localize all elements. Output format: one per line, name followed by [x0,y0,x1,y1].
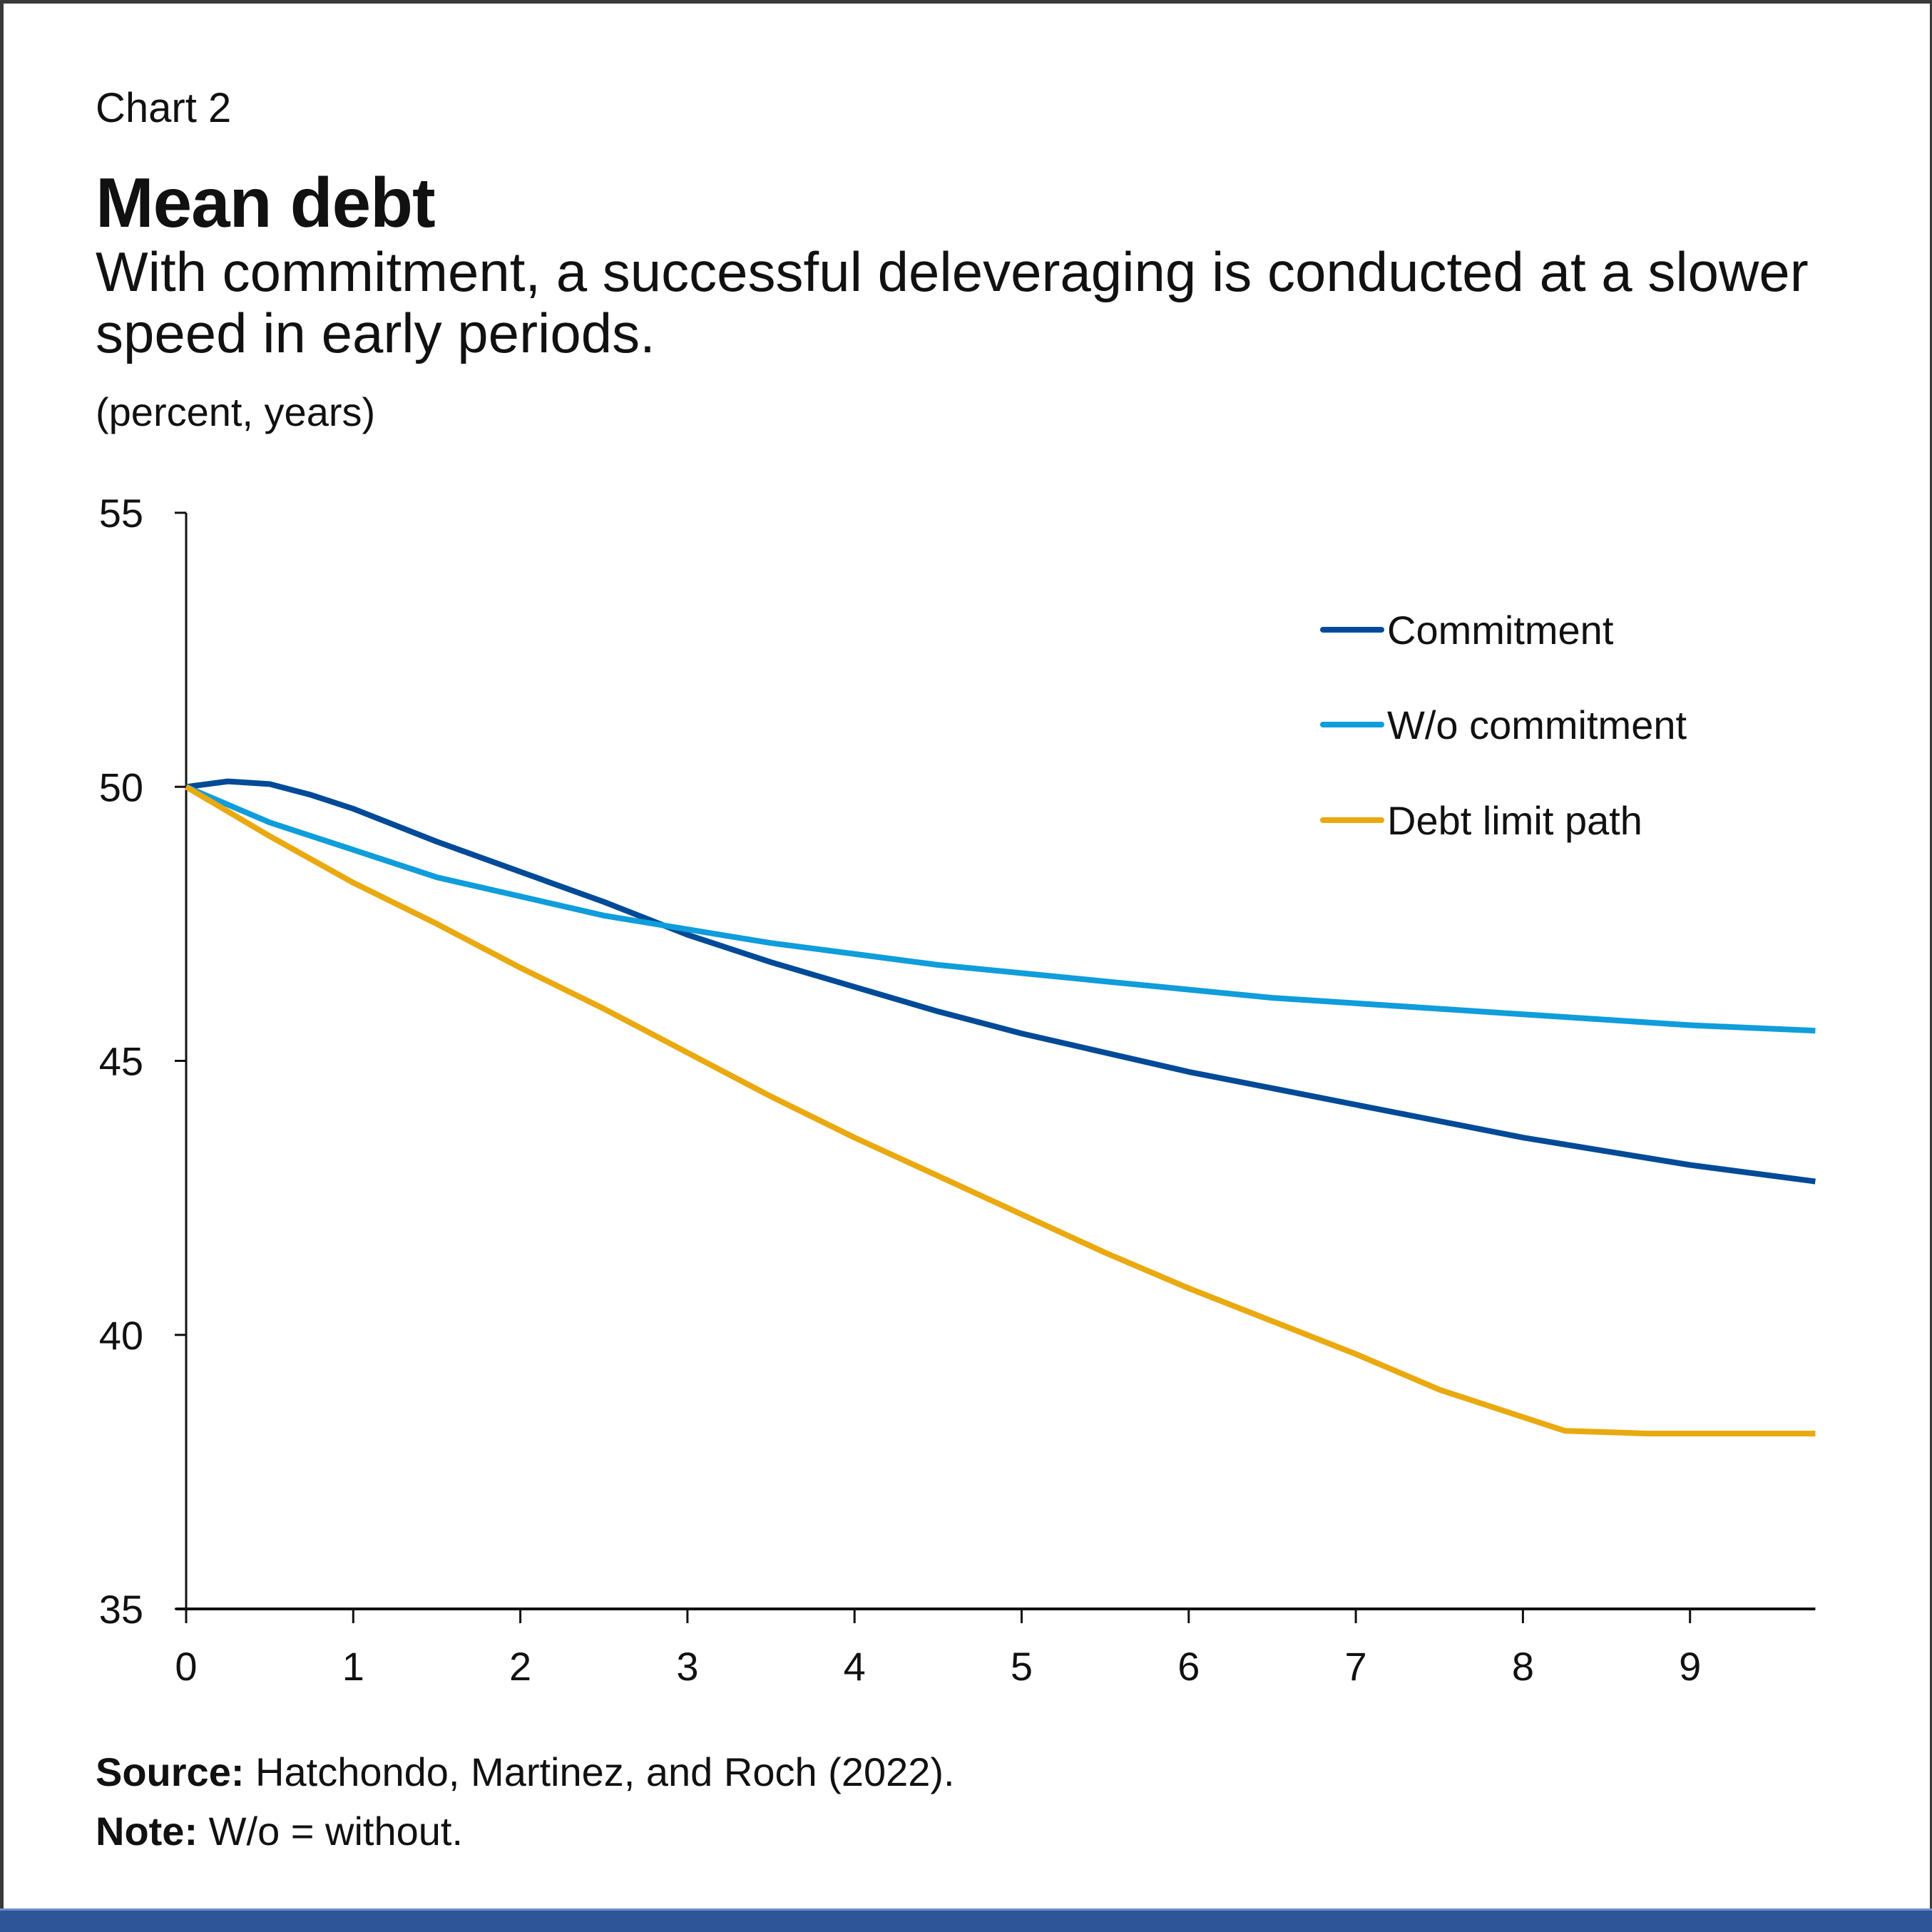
x-tick-label: 7 [1345,1644,1367,1689]
note-line: Note: W/o = without. [96,1808,463,1854]
chart-subtitle: With commitment, a successful deleveragi… [96,240,1809,364]
x-tick-label: 1 [342,1644,364,1689]
chart-number: Chart 2 [96,85,232,131]
series-line-w-o-commitment [185,784,1816,1034]
bottom-bar [0,1908,1932,1932]
series-line-commitment [185,778,1816,1185]
x-tick-label: 4 [844,1644,866,1689]
x-tick-label: 0 [175,1644,197,1689]
x-tick-label: 3 [676,1644,698,1689]
legend-label: Debt limit path [1387,798,1642,843]
source-text: Hatchondo, Martinez, and Roch (2022). [244,1749,955,1794]
x-tick-label: 6 [1177,1644,1200,1689]
legend-label: Commitment [1387,608,1614,653]
legend-label: W/o commitment [1387,702,1687,747]
y-tick-label: 35 [99,1587,143,1632]
units-label: (percent, years) [96,389,376,434]
legend: Commitment W/o commitment Debt limit path [1320,608,1687,843]
series-line-debt-limit-path [184,784,1816,1437]
chart-title: Mean debt [96,163,436,242]
x-tick-label: 8 [1512,1644,1534,1689]
x-tick-label: 2 [509,1644,531,1689]
y-tick-label: 45 [99,1039,143,1084]
x-tick-label: 5 [1011,1644,1033,1689]
note-text: W/o = without. [198,1809,464,1854]
note-label: Note: [96,1809,198,1854]
series-lines [184,778,1816,1437]
source-line: Source: Hatchondo, Martinez, and Roch (2… [96,1749,955,1795]
y-tick-label: 40 [99,1313,143,1358]
x-tick-label: 9 [1679,1644,1701,1689]
y-tick-label: 55 [99,491,143,536]
source-label: Source: [96,1749,245,1794]
y-tick-label: 50 [99,765,143,809]
